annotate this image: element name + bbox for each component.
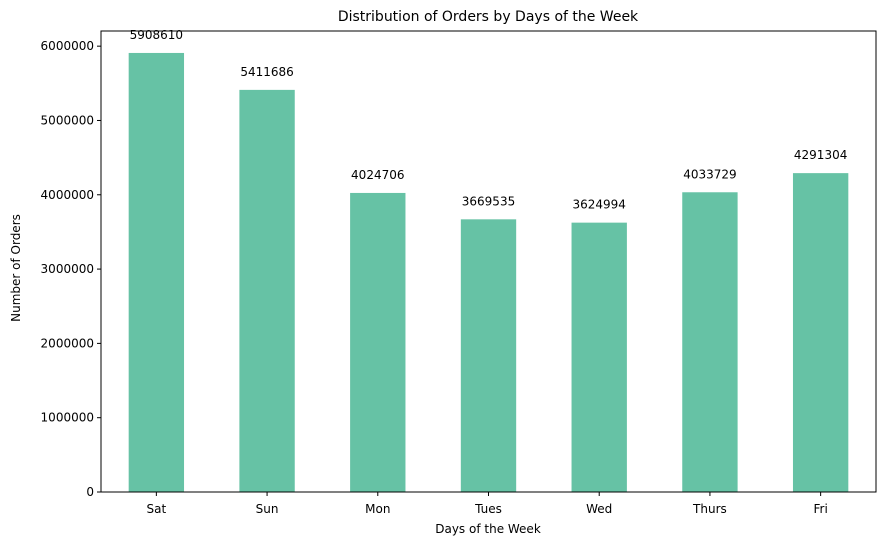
bars-group xyxy=(128,52,849,493)
x-tick-label-thurs: Thurs xyxy=(692,502,727,516)
data-label-fri: 4291304 xyxy=(794,148,847,162)
y-tick-label: 2000000 xyxy=(41,336,94,350)
bar-fri xyxy=(792,173,849,492)
data-label-mon: 4024706 xyxy=(351,168,404,182)
x-axis-label: Days of the Week xyxy=(435,522,541,536)
y-axis-ticks: 0 1000000 2000000 3000000 4000000 5000000 6000… xyxy=(41,39,101,499)
y-tick-label: 1000000 xyxy=(41,411,94,425)
data-label-tues: 3669535 xyxy=(462,194,515,208)
data-label-thurs: 4033729 xyxy=(683,167,736,181)
y-tick-label: 4000000 xyxy=(41,188,94,202)
data-labels-group: 5908610 5411686 4024706 3669535 3624994 40337… xyxy=(130,28,848,212)
x-tick-label-sun: Sun xyxy=(256,502,279,516)
y-tick-label: 3000000 xyxy=(41,262,94,276)
bar-wed xyxy=(571,222,627,492)
y-tick-label: 6000000 xyxy=(41,39,94,53)
x-tick-label-sat: Sat xyxy=(147,502,167,516)
x-tick-label-fri: Fri xyxy=(813,502,827,516)
bar-sun xyxy=(239,89,295,493)
x-tick-label-tues: Tues xyxy=(474,502,502,516)
data-label-wed: 3624994 xyxy=(572,198,625,212)
bar-thurs xyxy=(682,192,738,492)
x-tick-label-wed: Wed xyxy=(586,502,612,516)
plot-frame xyxy=(100,30,877,493)
bar-sat xyxy=(128,52,185,493)
y-tick-label: 5000000 xyxy=(41,113,94,127)
data-label-sat: 5908610 xyxy=(130,28,183,42)
y-axis-label: Number of Orders xyxy=(9,214,23,322)
bar-mon xyxy=(350,192,406,492)
x-tick-label-mon: Mon xyxy=(365,502,390,516)
chart-title: Distribution of Orders by Days of the We… xyxy=(338,9,639,25)
x-axis-ticks: Sat Sun Mon Tues Wed Thurs Fri xyxy=(147,492,828,516)
y-tick-label: 0 xyxy=(86,485,94,499)
data-label-sun: 5411686 xyxy=(240,65,293,79)
bar-tues xyxy=(460,219,517,492)
